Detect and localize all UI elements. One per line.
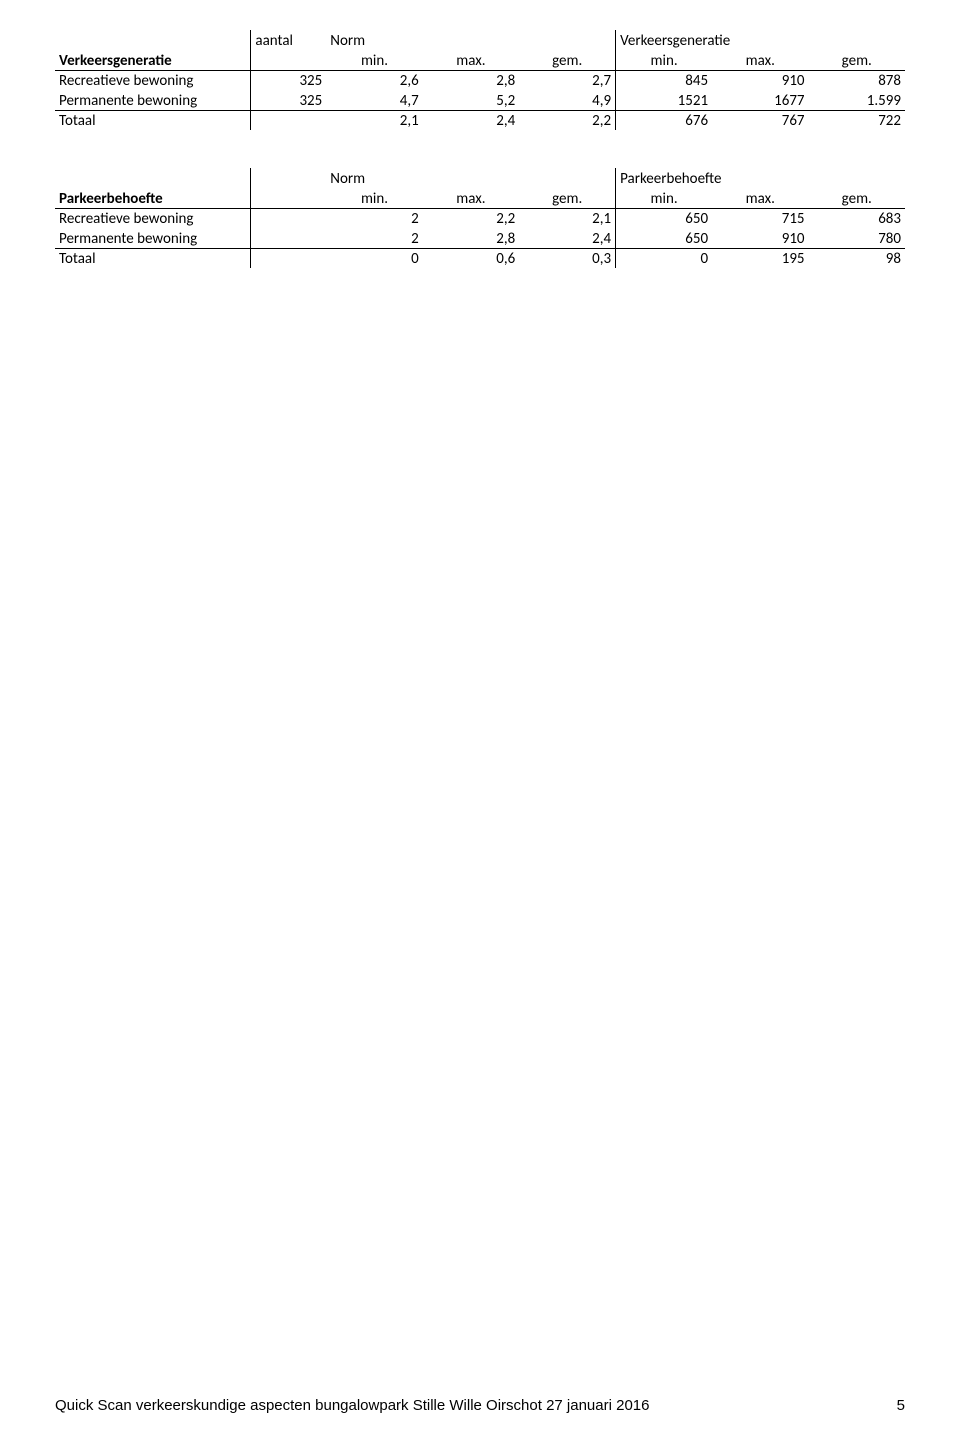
table-row: Permanente bewoning 325 4,7 5,2 4,9 1521… <box>55 90 905 110</box>
cell: 780 <box>809 228 905 248</box>
cell: 2 <box>326 228 422 248</box>
col-gem: gem. <box>519 50 615 70</box>
col-max2: max. <box>712 50 808 70</box>
table1-superheader: aantal Norm Verkeersgeneratie <box>55 30 905 50</box>
footer-page-number: 5 <box>897 1397 905 1414</box>
cell: 4,7 <box>326 90 422 110</box>
cell: 1.599 <box>809 90 905 110</box>
table1-rowheader: Verkeersgeneratie <box>55 50 251 70</box>
cell-aantal: 325 <box>251 70 326 90</box>
cell: 2,8 <box>423 70 519 90</box>
parkeerbehoefte-table: Norm Parkeerbehoefte Parkeerbehoefte min… <box>55 168 905 268</box>
col-norm-header: Norm <box>326 30 422 50</box>
cell: 1677 <box>712 90 808 110</box>
page-footer: Quick Scan verkeerskundige aspecten bung… <box>55 1397 905 1414</box>
cell: 650 <box>616 208 712 228</box>
cell: 878 <box>809 70 905 90</box>
col-min2: min. <box>616 188 712 208</box>
cell-aantal <box>251 110 326 130</box>
document-page: aantal Norm Verkeersgeneratie Verkeersge… <box>0 0 960 1456</box>
table-row: Permanente bewoning 2 2,8 2,4 650 910 78… <box>55 228 905 248</box>
col-norm-header: Norm <box>326 168 422 188</box>
col-parkeer-header: Parkeerbehoefte <box>616 168 712 188</box>
cell: 767 <box>712 110 808 130</box>
cell: 195 <box>712 248 808 268</box>
col-gem2: gem. <box>809 188 905 208</box>
cell-label: Permanente bewoning <box>55 90 251 110</box>
col-verkeer-header: Verkeersgeneratie <box>616 30 712 50</box>
table2-rowheader: Parkeerbehoefte <box>55 188 251 208</box>
cell: 2,6 <box>326 70 422 90</box>
table1-total-row: Totaal 2,1 2,4 2,2 676 767 722 <box>55 110 905 130</box>
cell: 2,2 <box>423 208 519 228</box>
cell: 722 <box>809 110 905 130</box>
cell: 1521 <box>616 90 712 110</box>
cell: 0 <box>616 248 712 268</box>
table1-header: Verkeersgeneratie min. max. gem. min. ma… <box>55 50 905 70</box>
cell-label: Recreatieve bewoning <box>55 208 251 228</box>
cell: 2,4 <box>423 110 519 130</box>
cell: 5,2 <box>423 90 519 110</box>
cell: 2,1 <box>519 208 615 228</box>
cell-label: Totaal <box>55 248 251 268</box>
cell: 910 <box>712 70 808 90</box>
table2-superheader: Norm Parkeerbehoefte <box>55 168 905 188</box>
cell: 2,4 <box>519 228 615 248</box>
table-row: Recreatieve bewoning 2 2,2 2,1 650 715 6… <box>55 208 905 228</box>
cell: 910 <box>712 228 808 248</box>
cell: 2,2 <box>519 110 615 130</box>
cell-aantal: 325 <box>251 90 326 110</box>
cell: 715 <box>712 208 808 228</box>
cell: 0,3 <box>519 248 615 268</box>
cell: 2 <box>326 208 422 228</box>
cell: 650 <box>616 228 712 248</box>
cell-label: Totaal <box>55 110 251 130</box>
cell: 98 <box>809 248 905 268</box>
footer-text: Quick Scan verkeerskundige aspecten bung… <box>55 1397 650 1414</box>
col-max2: max. <box>712 188 808 208</box>
col-gem: gem. <box>519 188 615 208</box>
col-min: min. <box>326 50 422 70</box>
col-aantal-header: aantal <box>251 30 326 50</box>
cell: 0 <box>326 248 422 268</box>
verkeersgeneratie-table: aantal Norm Verkeersgeneratie Verkeersge… <box>55 30 905 130</box>
cell: 2,7 <box>519 70 615 90</box>
col-max: max. <box>423 50 519 70</box>
col-max: max. <box>423 188 519 208</box>
cell-label: Recreatieve bewoning <box>55 70 251 90</box>
cell: 2,1 <box>326 110 422 130</box>
cell: 4,9 <box>519 90 615 110</box>
col-gem2: gem. <box>809 50 905 70</box>
cell: 676 <box>616 110 712 130</box>
table-row: Recreatieve bewoning 325 2,6 2,8 2,7 845… <box>55 70 905 90</box>
cell-label: Permanente bewoning <box>55 228 251 248</box>
table2-header: Parkeerbehoefte min. max. gem. min. max.… <box>55 188 905 208</box>
cell: 845 <box>616 70 712 90</box>
cell: 683 <box>809 208 905 228</box>
col-min: min. <box>326 188 422 208</box>
cell: 2,8 <box>423 228 519 248</box>
col-min2: min. <box>616 50 712 70</box>
cell: 0,6 <box>423 248 519 268</box>
table2-total-row: Totaal 0 0,6 0,3 0 195 98 <box>55 248 905 268</box>
